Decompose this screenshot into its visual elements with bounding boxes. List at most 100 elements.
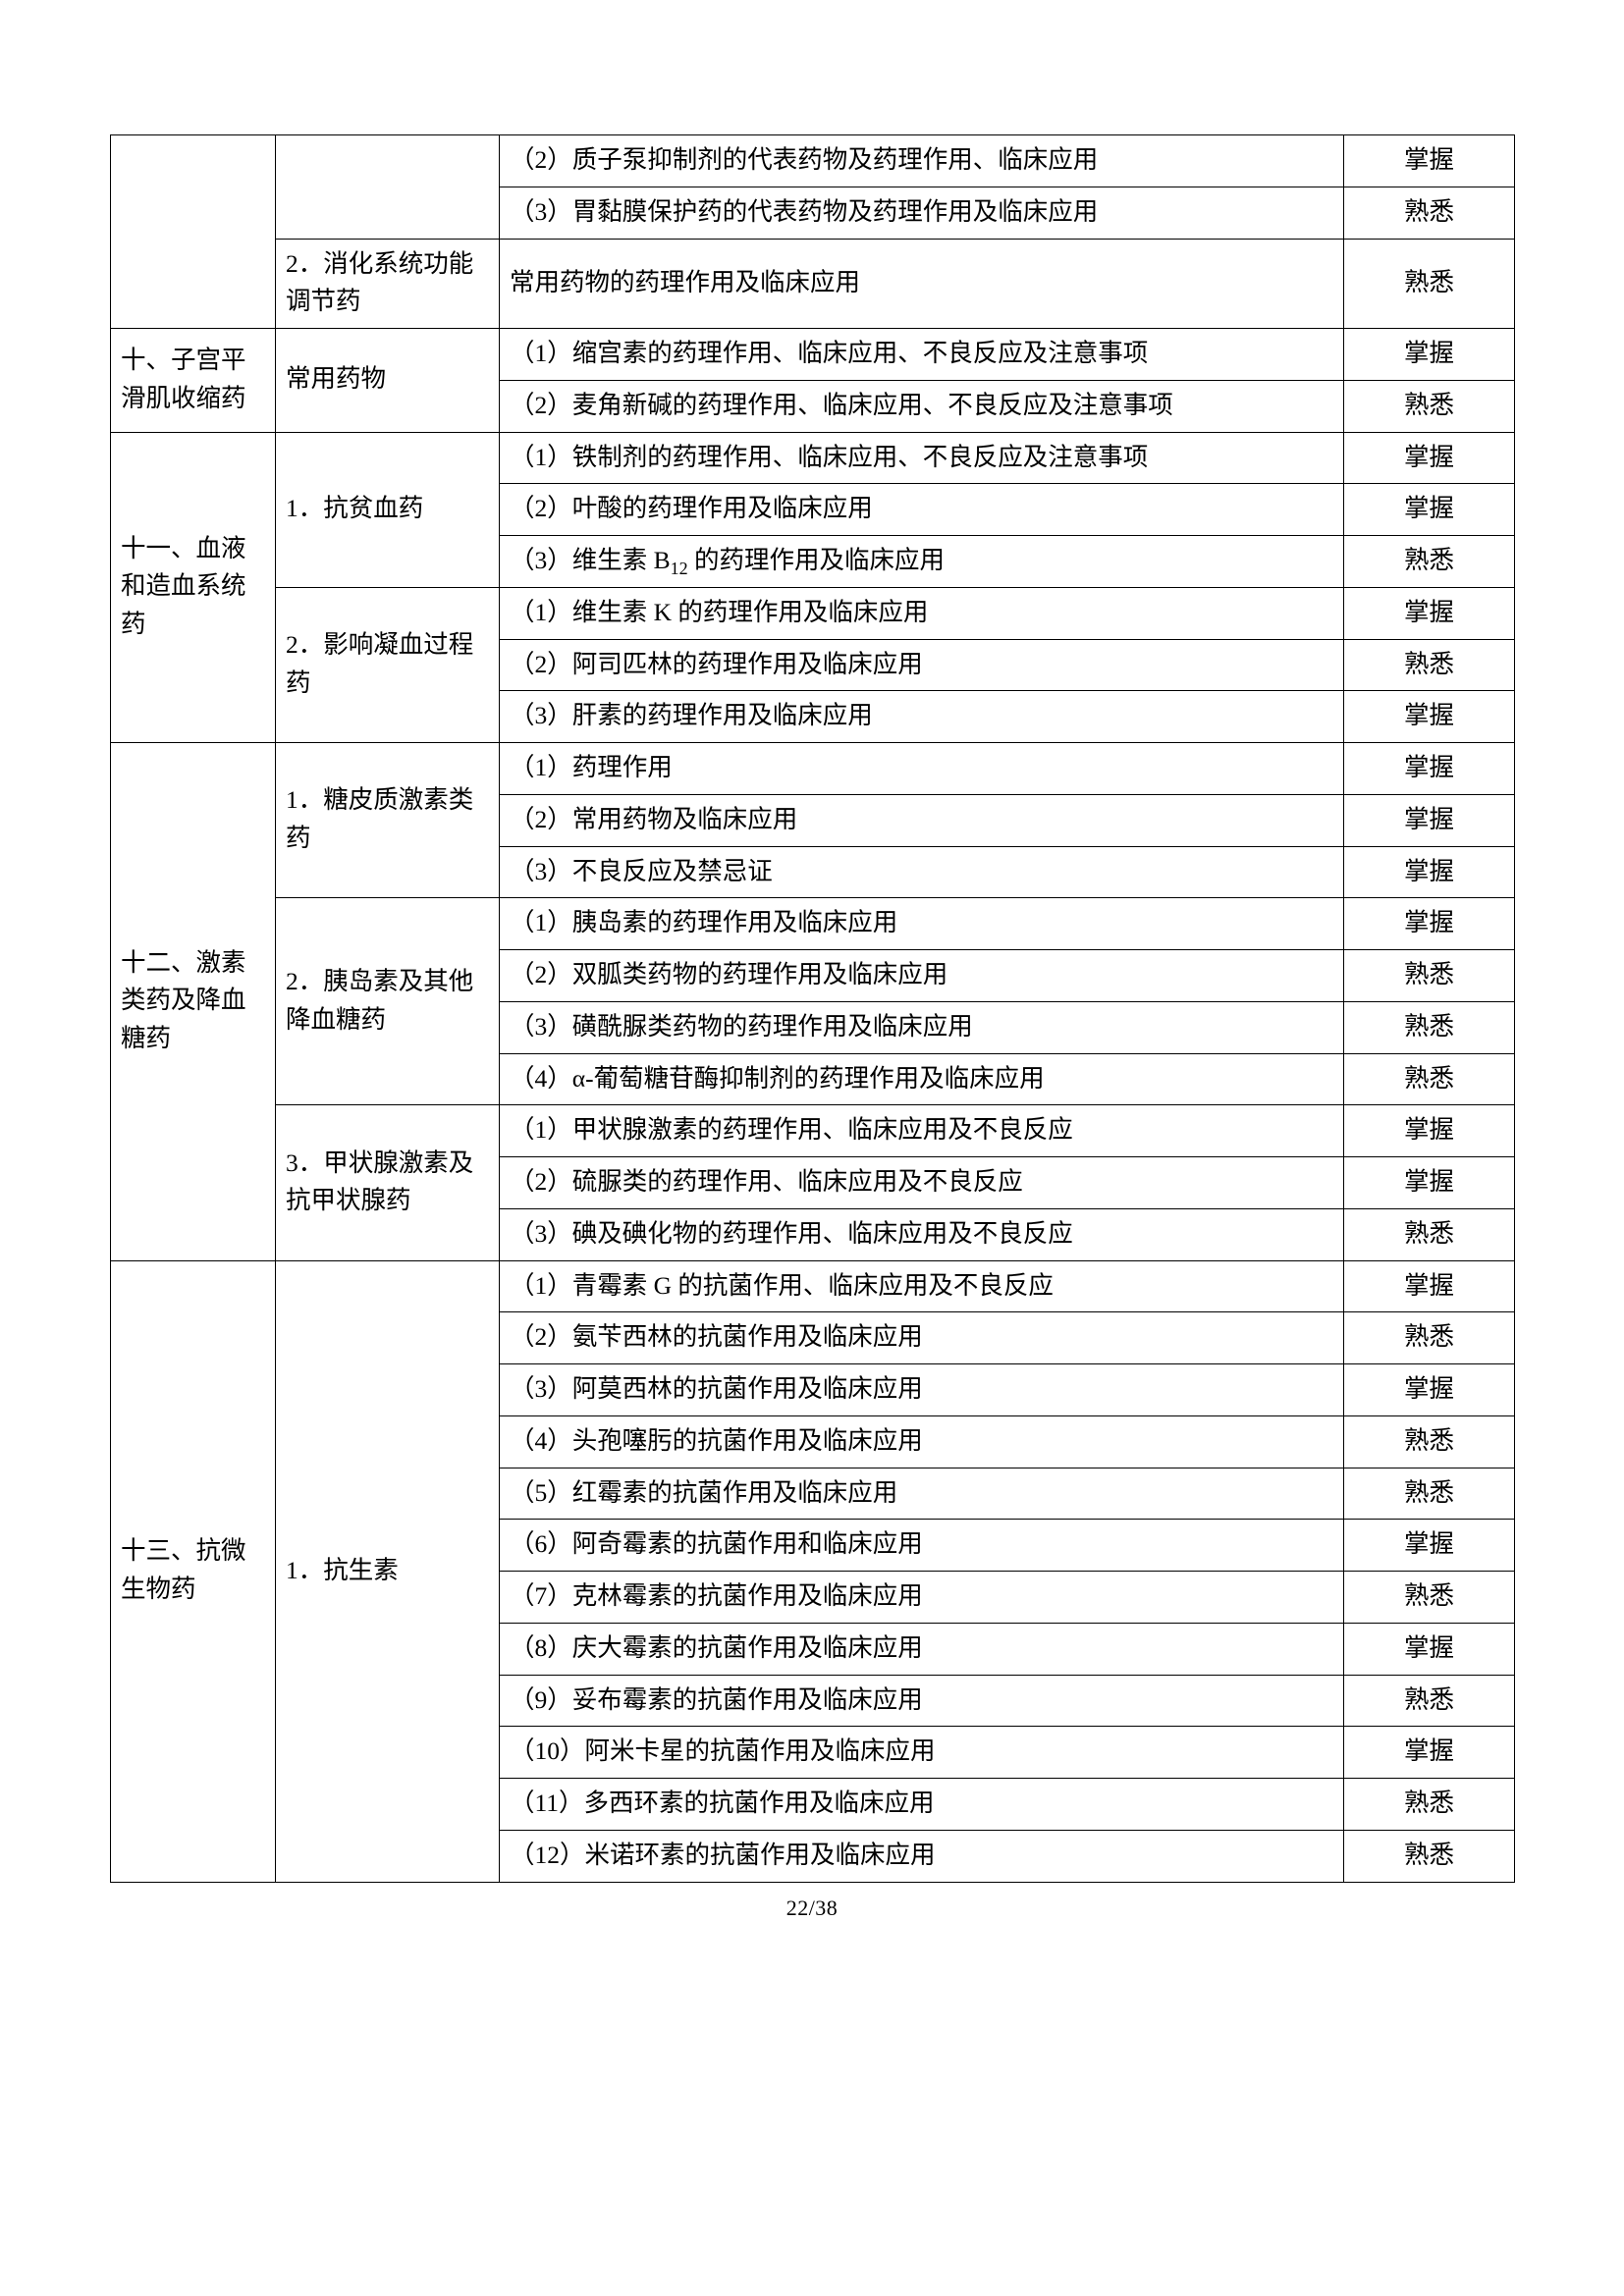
level-cell: 掌握 bbox=[1343, 483, 1515, 536]
section-cell: 1．抗贫血药 bbox=[275, 431, 500, 588]
table-row: （5）红霉素的抗菌作用及临床应用 熟悉 bbox=[111, 1467, 1515, 1521]
item-cell: （11）多西环素的抗菌作用及临床应用 bbox=[499, 1778, 1344, 1831]
section-cell: 2．胰岛素及其他降血糖药 bbox=[275, 897, 500, 1106]
item-cell: （3）不良反应及禁忌证 bbox=[499, 845, 1344, 899]
item-cell: （2）双胍类药物的药理作用及临床应用 bbox=[499, 949, 1344, 1002]
level-cell: 掌握 bbox=[1343, 1156, 1515, 1209]
item-cell: 常用药物的药理作用及临床应用 bbox=[499, 238, 1344, 329]
level-cell: 掌握 bbox=[1343, 1363, 1515, 1416]
table-row: （10）阿米卡星的抗菌作用及临床应用 掌握 bbox=[111, 1726, 1515, 1779]
item-cell: （3）肝素的药理作用及临床应用 bbox=[499, 690, 1344, 743]
item-cell: （7）克林霉素的抗菌作用及临床应用 bbox=[499, 1571, 1344, 1624]
chapter-cell: 十二、激素类药及降血糖药 bbox=[110, 742, 276, 1261]
level-cell: 掌握 bbox=[1343, 897, 1515, 950]
item-cell: （2）叶酸的药理作用及临床应用 bbox=[499, 483, 1344, 536]
item-cell: （3）碘及碘化物的药理作用、临床应用及不良反应 bbox=[499, 1207, 1344, 1261]
section-cell-continued bbox=[275, 134, 500, 240]
table-row: （2）常用药物及临床应用 掌握 bbox=[111, 793, 1515, 847]
level-cell: 掌握 bbox=[1343, 1726, 1515, 1779]
level-cell: 掌握 bbox=[1343, 1622, 1515, 1676]
table-row: （2）硫脲类的药理作用、临床应用及不良反应 掌握 bbox=[111, 1156, 1515, 1209]
item-cell: （5）红霉素的抗菌作用及临床应用 bbox=[499, 1467, 1344, 1521]
table-row: （3）胃黏膜保护药的代表药物及药理作用及临床应用 熟悉 bbox=[111, 186, 1515, 240]
level-cell: 熟悉 bbox=[1343, 1415, 1515, 1468]
level-cell: 熟悉 bbox=[1343, 1052, 1515, 1106]
level-cell: 掌握 bbox=[1343, 1104, 1515, 1157]
chapter-cell: 十一、血液和造血系统药 bbox=[110, 431, 276, 743]
item-cell: （6）阿奇霉素的抗菌作用和临床应用 bbox=[499, 1519, 1344, 1572]
item-cell: （1）药理作用 bbox=[499, 742, 1344, 795]
table-row: （7）克林霉素的抗菌作用及临床应用 熟悉 bbox=[111, 1571, 1515, 1624]
level-cell: 熟悉 bbox=[1343, 238, 1515, 329]
table-row: 十一、血液和造血系统药 1．抗贫血药 （1）铁制剂的药理作用、临床应用、不良反应… bbox=[110, 431, 1515, 743]
table-row: 十、子宫平滑肌收缩药 常用药物 （1）缩宫素的药理作用、临床应用、不良反应及注意… bbox=[110, 328, 1515, 433]
subscript-12: 12 bbox=[670, 559, 688, 579]
level-cell: 熟悉 bbox=[1343, 1000, 1515, 1054]
level-cell: 掌握 bbox=[1343, 134, 1515, 187]
table-row: （2）双胍类药物的药理作用及临床应用 熟悉 bbox=[111, 949, 1515, 1002]
item-cell: （2）氨苄西林的抗菌作用及临床应用 bbox=[499, 1311, 1344, 1364]
table-row: 2．影响凝血过程药 （1）维生素 K 的药理作用及临床应用 掌握 bbox=[111, 586, 1515, 744]
level-cell: 熟悉 bbox=[1343, 186, 1515, 240]
level-cell: 掌握 bbox=[1343, 1259, 1515, 1313]
item-cell: （2）常用药物及临床应用 bbox=[499, 793, 1344, 847]
table-row: （12）米诺环素的抗菌作用及临床应用 熟悉 bbox=[111, 1829, 1515, 1883]
table-row: 十三、抗微生物药 1．抗生素 （1）青霉素 G 的抗菌作用、临床应用及不良反应 … bbox=[110, 1259, 1515, 1883]
level-cell: 熟悉 bbox=[1343, 1207, 1515, 1261]
section-cell: 常用药物 bbox=[275, 328, 500, 433]
level-cell: 掌握 bbox=[1343, 431, 1515, 485]
table-row: （3）碘及碘化物的药理作用、临床应用及不良反应 熟悉 bbox=[111, 1207, 1515, 1261]
item-cell: （8）庆大霉素的抗菌作用及临床应用 bbox=[499, 1622, 1344, 1676]
item-cell: （12）米诺环素的抗菌作用及临床应用 bbox=[499, 1829, 1344, 1883]
item-cell: （1）胰岛素的药理作用及临床应用 bbox=[499, 897, 1344, 950]
level-cell: 熟悉 bbox=[1343, 1467, 1515, 1521]
level-cell: 熟悉 bbox=[1343, 949, 1515, 1002]
table-row: （3）磺酰脲类药物的药理作用及临床应用 熟悉 bbox=[111, 1000, 1515, 1054]
table-row: 2．胰岛素及其他降血糖药 （1）胰岛素的药理作用及临床应用 掌握 bbox=[111, 897, 1515, 1106]
level-cell: 熟悉 bbox=[1343, 1571, 1515, 1624]
page-number: 22/38 bbox=[785, 1896, 839, 1920]
table-row: （2）氨苄西林的抗菌作用及临床应用 熟悉 bbox=[111, 1311, 1515, 1364]
syllabus-table: （2）质子泵抑制剂的代表药物及药理作用、临床应用 掌握 （3）胃黏膜保护药的代表… bbox=[110, 134, 1515, 1883]
item-cell: （2）麦角新碱的药理作用、临床应用、不良反应及注意事项 bbox=[499, 379, 1344, 433]
item-cell: （1）缩宫素的药理作用、临床应用、不良反应及注意事项 bbox=[499, 328, 1344, 381]
section-cell: 3．甲状腺激素及抗甲状腺药 bbox=[275, 1104, 500, 1261]
level-cell: 熟悉 bbox=[1343, 1311, 1515, 1364]
table-row: 3．甲状腺激素及抗甲状腺药 （1）甲状腺激素的药理作用、临床应用及不良反应 掌握 bbox=[111, 1104, 1515, 1261]
level-cell: 熟悉 bbox=[1343, 379, 1515, 433]
item-cell: （3）阿莫西林的抗菌作用及临床应用 bbox=[499, 1363, 1344, 1416]
level-cell: 熟悉 bbox=[1343, 1829, 1515, 1883]
table-row: （6）阿奇霉素的抗菌作用和临床应用 掌握 bbox=[111, 1519, 1515, 1572]
level-cell: 掌握 bbox=[1343, 1519, 1515, 1572]
level-cell: 掌握 bbox=[1343, 690, 1515, 743]
item-cell: （1）甲状腺激素的药理作用、临床应用及不良反应 bbox=[499, 1104, 1344, 1157]
item-cell: （4）α-葡萄糖苷酶抑制剂的药理作用及临床应用 bbox=[499, 1052, 1344, 1106]
item-cell: （9）妥布霉素的抗菌作用及临床应用 bbox=[499, 1674, 1344, 1728]
item-cell: （2）质子泵抑制剂的代表药物及药理作用、临床应用 bbox=[499, 134, 1344, 187]
item-text-prefix: （3）维生素 B bbox=[510, 546, 671, 574]
table-row: （2）阿司匹林的药理作用及临床应用 熟悉 bbox=[111, 638, 1515, 692]
table-row: （4）α-葡萄糖苷酶抑制剂的药理作用及临床应用 熟悉 bbox=[111, 1052, 1515, 1106]
item-cell: （10）阿米卡星的抗菌作用及临床应用 bbox=[499, 1726, 1344, 1779]
table-row: （9）妥布霉素的抗菌作用及临床应用 熟悉 bbox=[111, 1674, 1515, 1728]
section-cell: 2．消化系统功能调节药 bbox=[275, 238, 500, 329]
chapter-cell: 十三、抗微生物药 bbox=[110, 1259, 276, 1883]
table-row: 2．消化系统功能调节药 常用药物的药理作用及临床应用 熟悉 bbox=[111, 238, 1515, 329]
table-row: （3）阿莫西林的抗菌作用及临床应用 掌握 bbox=[111, 1363, 1515, 1416]
item-cell: （4）头孢噻肟的抗菌作用及临床应用 bbox=[499, 1415, 1344, 1468]
level-cell: 掌握 bbox=[1343, 845, 1515, 899]
table-row: 十二、激素类药及降血糖药 1．糖皮质激素类药 （1）药理作用 掌握 bbox=[110, 741, 1515, 1261]
level-cell: 熟悉 bbox=[1343, 535, 1515, 588]
level-cell: 掌握 bbox=[1343, 328, 1515, 381]
table-row: （2）质子泵抑制剂的代表药物及药理作用、临床应用 掌握 bbox=[110, 134, 1515, 329]
table-row: （4）头孢噻肟的抗菌作用及临床应用 熟悉 bbox=[111, 1415, 1515, 1468]
level-cell: 掌握 bbox=[1343, 586, 1515, 640]
chapter-cell-continued bbox=[110, 134, 276, 329]
item-cell: （2）硫脲类的药理作用、临床应用及不良反应 bbox=[499, 1156, 1344, 1209]
table-row: （8）庆大霉素的抗菌作用及临床应用 掌握 bbox=[111, 1622, 1515, 1676]
level-cell: 掌握 bbox=[1343, 793, 1515, 847]
level-cell: 掌握 bbox=[1343, 742, 1515, 795]
item-cell: （3）磺酰脲类药物的药理作用及临床应用 bbox=[499, 1000, 1344, 1054]
item-cell: （3）胃黏膜保护药的代表药物及药理作用及临床应用 bbox=[499, 186, 1344, 240]
